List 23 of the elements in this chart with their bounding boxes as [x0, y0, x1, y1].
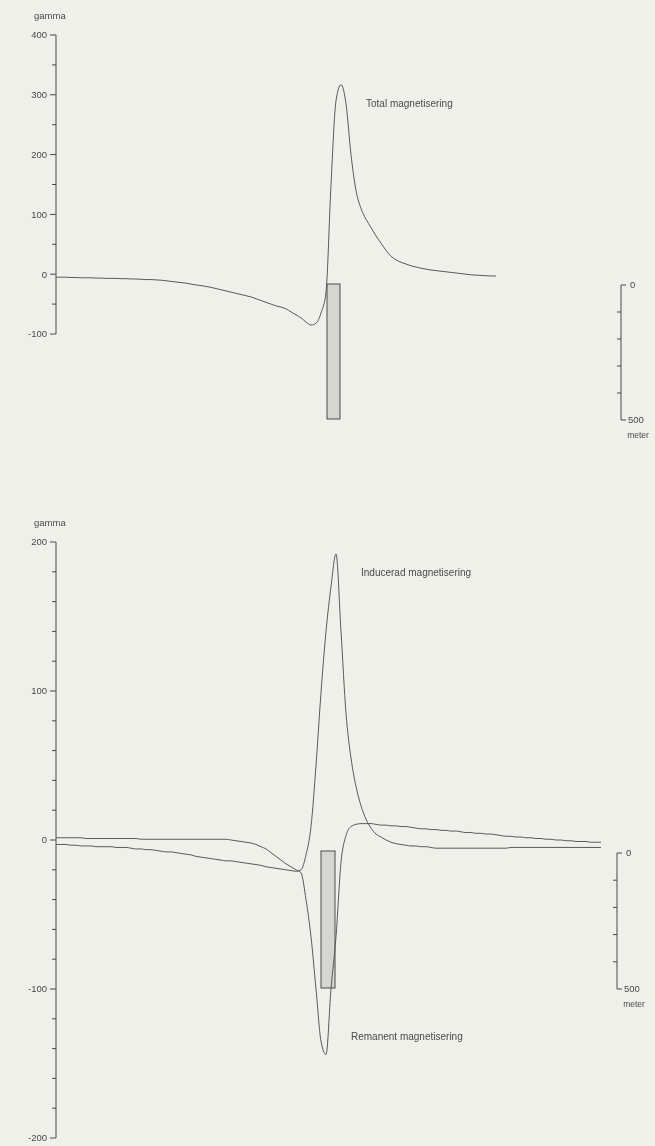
series-label: Total magnetisering [366, 97, 453, 109]
y-tick-label: -200 [27, 1132, 47, 1144]
y-tick-label: 100 [31, 208, 47, 220]
text: 500 [624, 983, 640, 995]
text: meter [623, 999, 646, 1009]
y-tick-label: 300 [31, 89, 47, 101]
text: meter [627, 430, 650, 440]
y-tick-label: -100 [27, 983, 47, 995]
y-tick-label: -100 [27, 328, 47, 340]
text: 500 [628, 414, 644, 426]
text: Inducerad magnetisering [361, 566, 472, 578]
y-tick-label: 100 [31, 685, 47, 697]
y-tick-label: 0 [41, 268, 47, 280]
y-tick-label: 400 [31, 29, 47, 41]
y-tick-label: 200 [31, 148, 47, 160]
y-axis-title: gamma [34, 10, 67, 21]
y-tick-label: 0 [41, 834, 47, 846]
y-axis-title: gamma [34, 517, 67, 528]
line-series [55, 84, 497, 326]
text: Remanent magnetisering [351, 1030, 463, 1042]
y-tick-label: 200 [31, 536, 47, 548]
text: 0 [630, 279, 636, 291]
text: 0 [626, 847, 632, 859]
